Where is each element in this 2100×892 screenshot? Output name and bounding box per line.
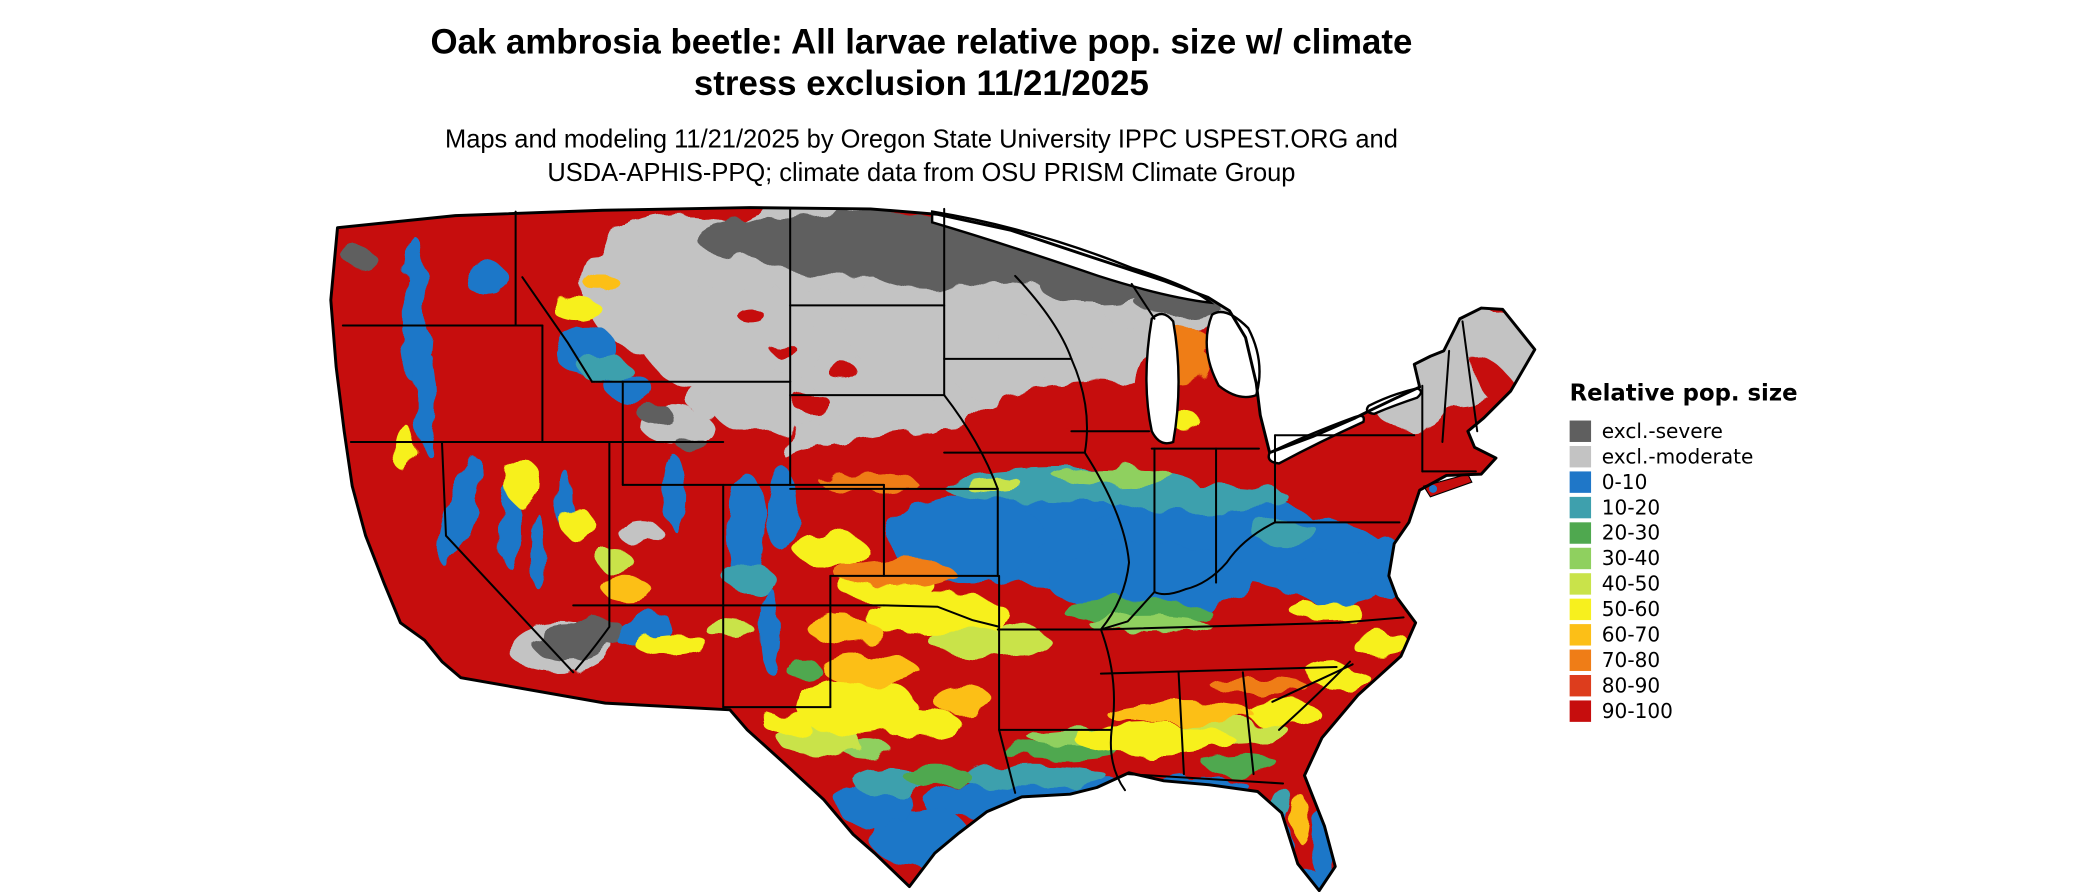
lake-ontario: [1365, 387, 1423, 416]
legend-label: 20-30: [1601, 520, 1661, 545]
lake-huron: [1205, 310, 1261, 399]
legend-label: 50-60: [1601, 596, 1661, 621]
raster-excl-severe: [344, 211, 1217, 662]
title-line-1: Oak ambrosia beetle: All larvae relative…: [430, 21, 1413, 62]
us-outline: [329, 206, 1537, 892]
legend-swatch: [1569, 547, 1592, 569]
legend-row: excl.-severe: [1569, 418, 1798, 443]
legend-row: 60-70: [1569, 621, 1798, 647]
great-lakes: [930, 210, 1423, 465]
legend-swatch: [1569, 521, 1592, 544]
legend-label: 70-80: [1601, 647, 1661, 672]
legend: Relative pop. size excl.-severe excl.-mod…: [1569, 380, 1798, 723]
legend-swatch: [1569, 597, 1592, 620]
legend-title: Relative pop. size: [1569, 380, 1798, 408]
legend-label: 60-70: [1601, 622, 1661, 647]
legend-label: 40-50: [1601, 571, 1661, 596]
legend-row: 10-20: [1569, 494, 1798, 519]
legend-row: 0-10: [1569, 469, 1798, 494]
legend-swatch: [1569, 699, 1592, 722]
legend-row: 80-90: [1569, 672, 1798, 698]
legend-label: excl.-severe: [1601, 418, 1723, 443]
legend-label: 10-20: [1601, 494, 1661, 519]
legend-swatch: [1569, 572, 1592, 594]
subtitle-line-2: USDA-APHIS-PPQ; climate data from OSU PR…: [547, 159, 1296, 188]
legend-label: 30-40: [1601, 545, 1661, 570]
page-title: Oak ambrosia beetle: All larvae relative…: [0, 21, 1843, 104]
raster-20-30: [786, 598, 1281, 788]
page-subtitle: Maps and modeling 11/21/2025 by Oregon S…: [0, 123, 1843, 190]
legend-label: excl.-moderate: [1601, 443, 1754, 469]
legend-row: 70-80: [1569, 647, 1798, 672]
legend-label: 90-100: [1601, 698, 1673, 723]
title-line-2: stress exclusion 11/21/2025: [693, 62, 1149, 104]
legend-swatch: [1569, 445, 1592, 467]
legend-swatch: [1569, 496, 1592, 518]
legend-swatch: [1569, 623, 1592, 645]
lake-michigan: [1145, 312, 1180, 445]
legend-swatch: [1569, 419, 1592, 442]
legend-label: 80-90: [1601, 672, 1661, 698]
legend-rows: excl.-severe excl.-moderate 0-10 10-20 20-30…: [1569, 418, 1798, 723]
legend-swatch: [1569, 674, 1592, 696]
legend-row: 30-40: [1569, 545, 1798, 570]
state-borders: [341, 207, 1479, 794]
raster-60-70: [585, 274, 1310, 844]
legend-row: excl.-moderate: [1569, 443, 1798, 469]
legend-row: 40-50: [1569, 571, 1798, 596]
legend-swatch: [1569, 470, 1592, 493]
lake-superior: [930, 210, 1215, 305]
legend-label: 0-10: [1601, 469, 1648, 494]
legend-row: 20-30: [1569, 520, 1798, 545]
population-raster: [330, 207, 1535, 891]
legend-swatch: [1569, 648, 1592, 671]
raster-30-40: [843, 467, 1210, 760]
long-island: [1422, 473, 1473, 498]
legend-row: 50-60: [1569, 596, 1798, 621]
legend-row: 90-100: [1569, 698, 1798, 723]
subtitle-line-1: Maps and modeling 11/21/2025 by Oregon S…: [444, 125, 1398, 155]
